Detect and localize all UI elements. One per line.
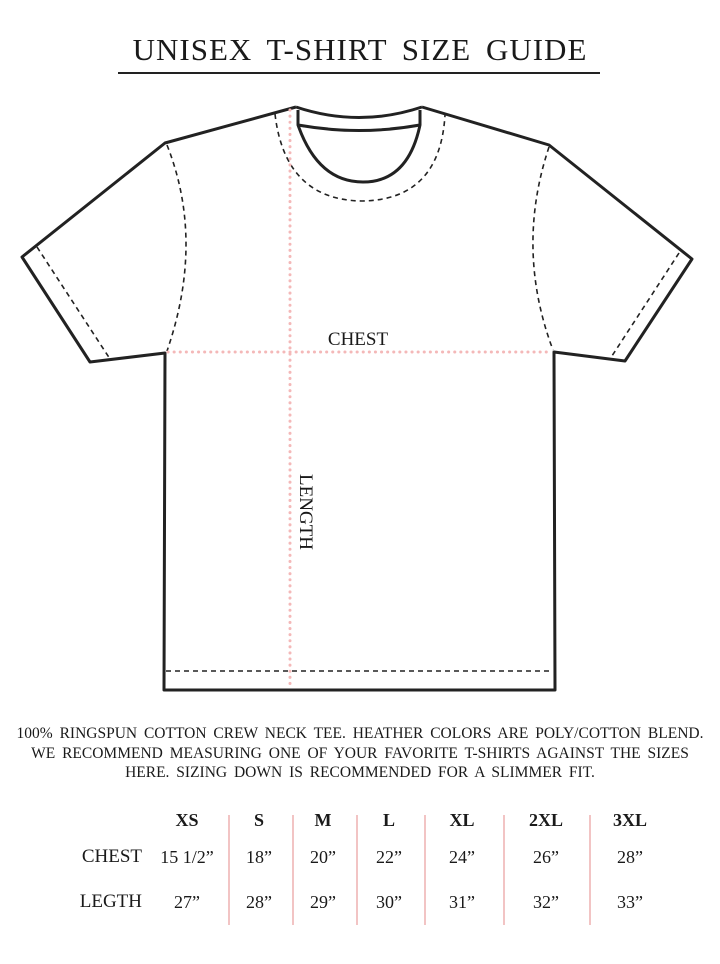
table-cell: 26” (533, 847, 559, 867)
size-header: XS (175, 810, 199, 830)
tshirt-diagram: CHEST LENGTH (20, 105, 694, 692)
left-sleeve-seam (166, 144, 187, 352)
size-header: 2XL (528, 810, 563, 830)
left-cuff-seam (36, 246, 111, 360)
column-separator (356, 815, 358, 925)
right-cuff-seam (609, 252, 680, 360)
chest-label: CHEST (328, 329, 389, 350)
table-cell: 32” (533, 892, 559, 912)
title-underline (118, 72, 600, 74)
size-header: XL (449, 810, 475, 830)
neck-band (297, 123, 421, 132)
neck-seam (274, 113, 446, 202)
column-separator (424, 815, 426, 925)
size-header: L (382, 810, 395, 830)
neck-outer (295, 105, 423, 119)
table-cell: 29” (310, 892, 336, 912)
size-header: M (314, 810, 332, 830)
table-cell: 24” (449, 847, 475, 867)
page-title: UNISEX T-SHIRT SIZE GUIDE (132, 32, 588, 67)
row-label: CHEST (81, 846, 142, 867)
right-sleeve-seam (532, 146, 554, 351)
table-cell: 28” (246, 892, 272, 912)
product-description: 100% RINGSPUN COTTON CREW NECK TEE. HEAT… (16, 725, 704, 781)
column-separator (503, 815, 505, 925)
column-separator (292, 815, 294, 925)
length-label: LENGTH (295, 474, 316, 550)
table-cell: 18” (246, 847, 272, 867)
table-cell: 22” (376, 847, 402, 867)
table-cell: 33” (617, 892, 643, 912)
table-cell: 27” (174, 892, 200, 912)
table-cell: 28” (617, 847, 643, 867)
table-cell: 31” (449, 892, 475, 912)
tshirt-outline (20, 105, 694, 692)
size-header: 3XL (612, 810, 647, 830)
column-separator (589, 815, 591, 925)
neck-inner (296, 110, 422, 184)
column-separator (228, 815, 230, 925)
table-cell: 15 1/2” (160, 847, 214, 867)
size-header: S (253, 810, 264, 830)
table-cell: 20” (310, 847, 336, 867)
row-label: LEGTH (79, 891, 142, 912)
table-cell: 30” (376, 892, 402, 912)
